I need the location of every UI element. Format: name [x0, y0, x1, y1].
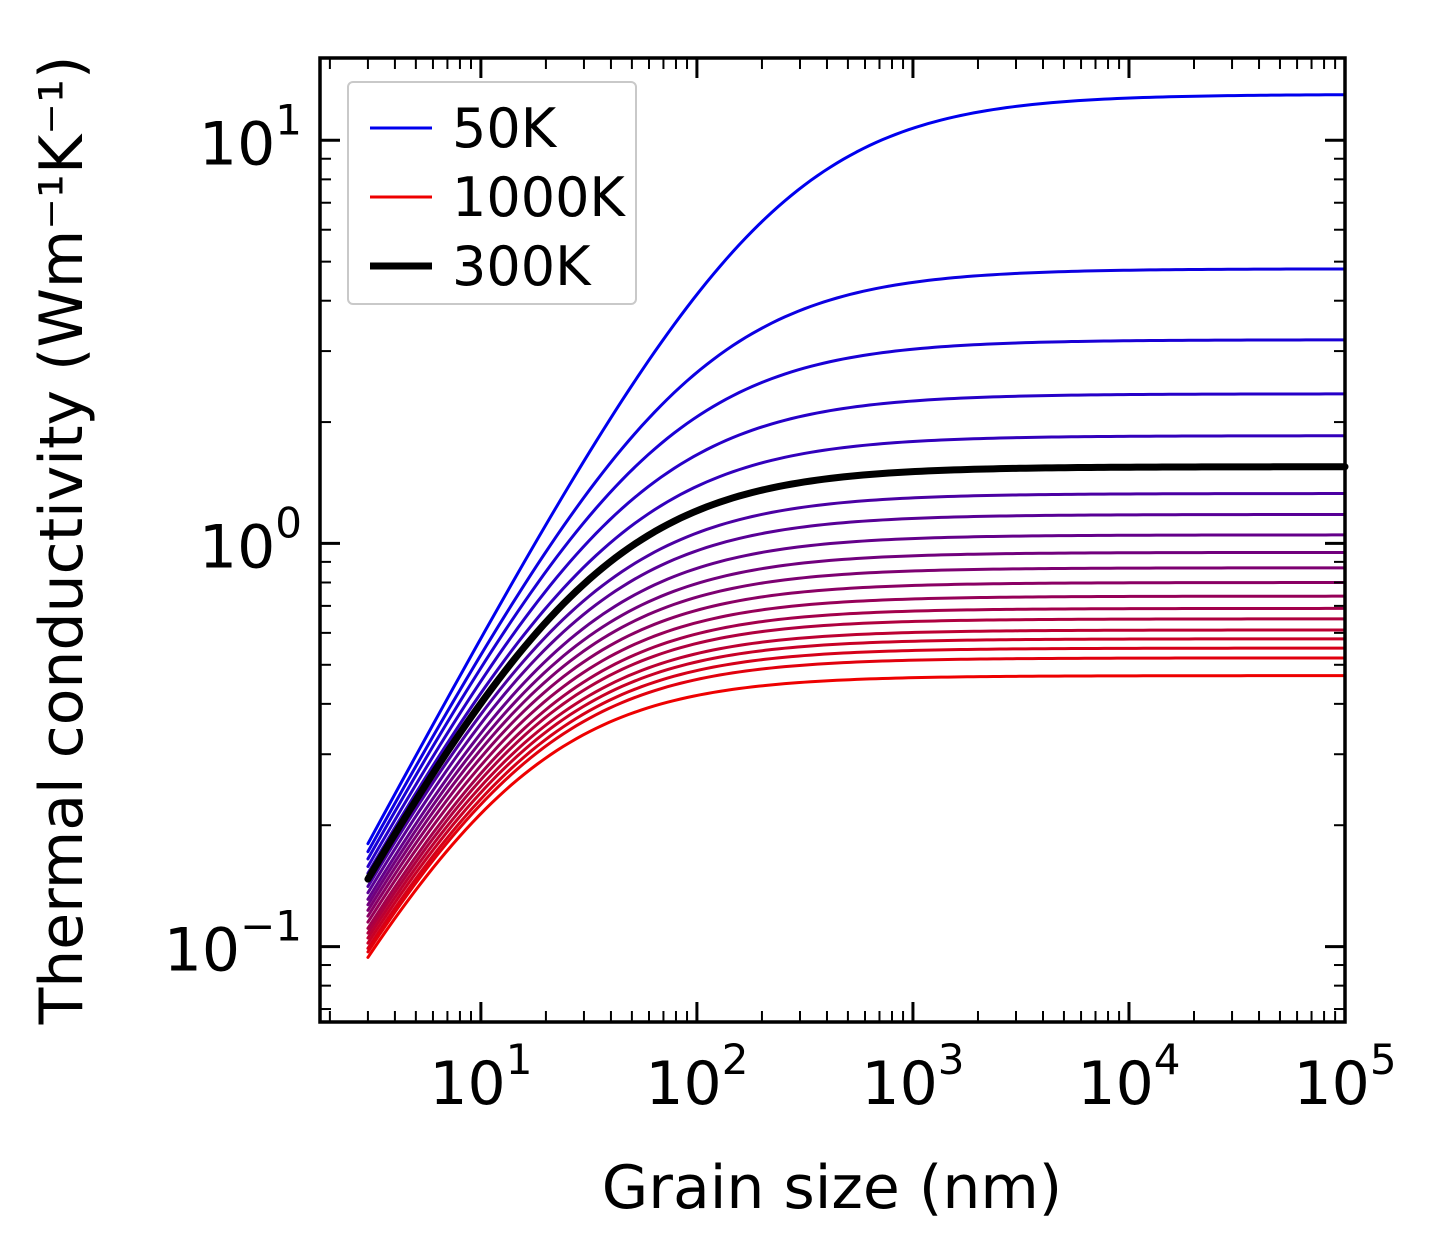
tick-group: [320, 58, 1347, 1022]
curve-850K: [366, 637, 1347, 945]
curve-700K: [366, 606, 1347, 930]
curve-100K: [366, 267, 1347, 854]
y-tick-label: 101: [199, 95, 302, 179]
curve-550K: [366, 566, 1347, 912]
legend-box: [347, 81, 637, 305]
x-axis-label: Grain size (nm): [602, 1153, 1062, 1223]
curve-300K: [364, 463, 1349, 883]
curve-500K: [366, 550, 1347, 907]
legend-label-300K: 300K: [452, 235, 592, 298]
y-tick-label: 10−1: [164, 902, 302, 986]
curve-50K: [366, 93, 1347, 846]
curve-group: [364, 93, 1349, 959]
axes-frame: [318, 56, 1347, 1024]
legend-label-1000K: 1000K: [452, 166, 626, 229]
curve-350K: [366, 492, 1347, 888]
curve-400K: [366, 512, 1347, 895]
legend-label-50K: 50K: [452, 97, 558, 160]
x-tick-label: 105: [1293, 1035, 1396, 1119]
y-axis-label: Thermal conductivity (Wm⁻¹K⁻¹): [27, 56, 97, 1026]
x-tick-label: 104: [1077, 1035, 1180, 1119]
x-tick-label: 102: [645, 1035, 748, 1119]
curve-1000K: [366, 674, 1347, 959]
curve-250K: [366, 434, 1347, 875]
y-tick-label: 100: [199, 498, 302, 582]
legend: 50K 1000K 300K: [347, 81, 637, 305]
curve-650K: [366, 594, 1347, 924]
curve-900K: [366, 646, 1347, 950]
curve-950K: [366, 656, 1347, 954]
x-tick-label: 103: [861, 1035, 964, 1119]
tick-label-group: 101 102 103 104 105 10−1 100 101: [164, 95, 1397, 1119]
curve-150K: [366, 338, 1347, 861]
curve-200K: [366, 392, 1347, 868]
x-tick-label: 101: [429, 1035, 532, 1119]
curve-450K: [366, 533, 1347, 901]
curve-750K: [366, 617, 1347, 935]
curve-600K: [366, 581, 1347, 918]
curve-800K: [366, 628, 1347, 940]
